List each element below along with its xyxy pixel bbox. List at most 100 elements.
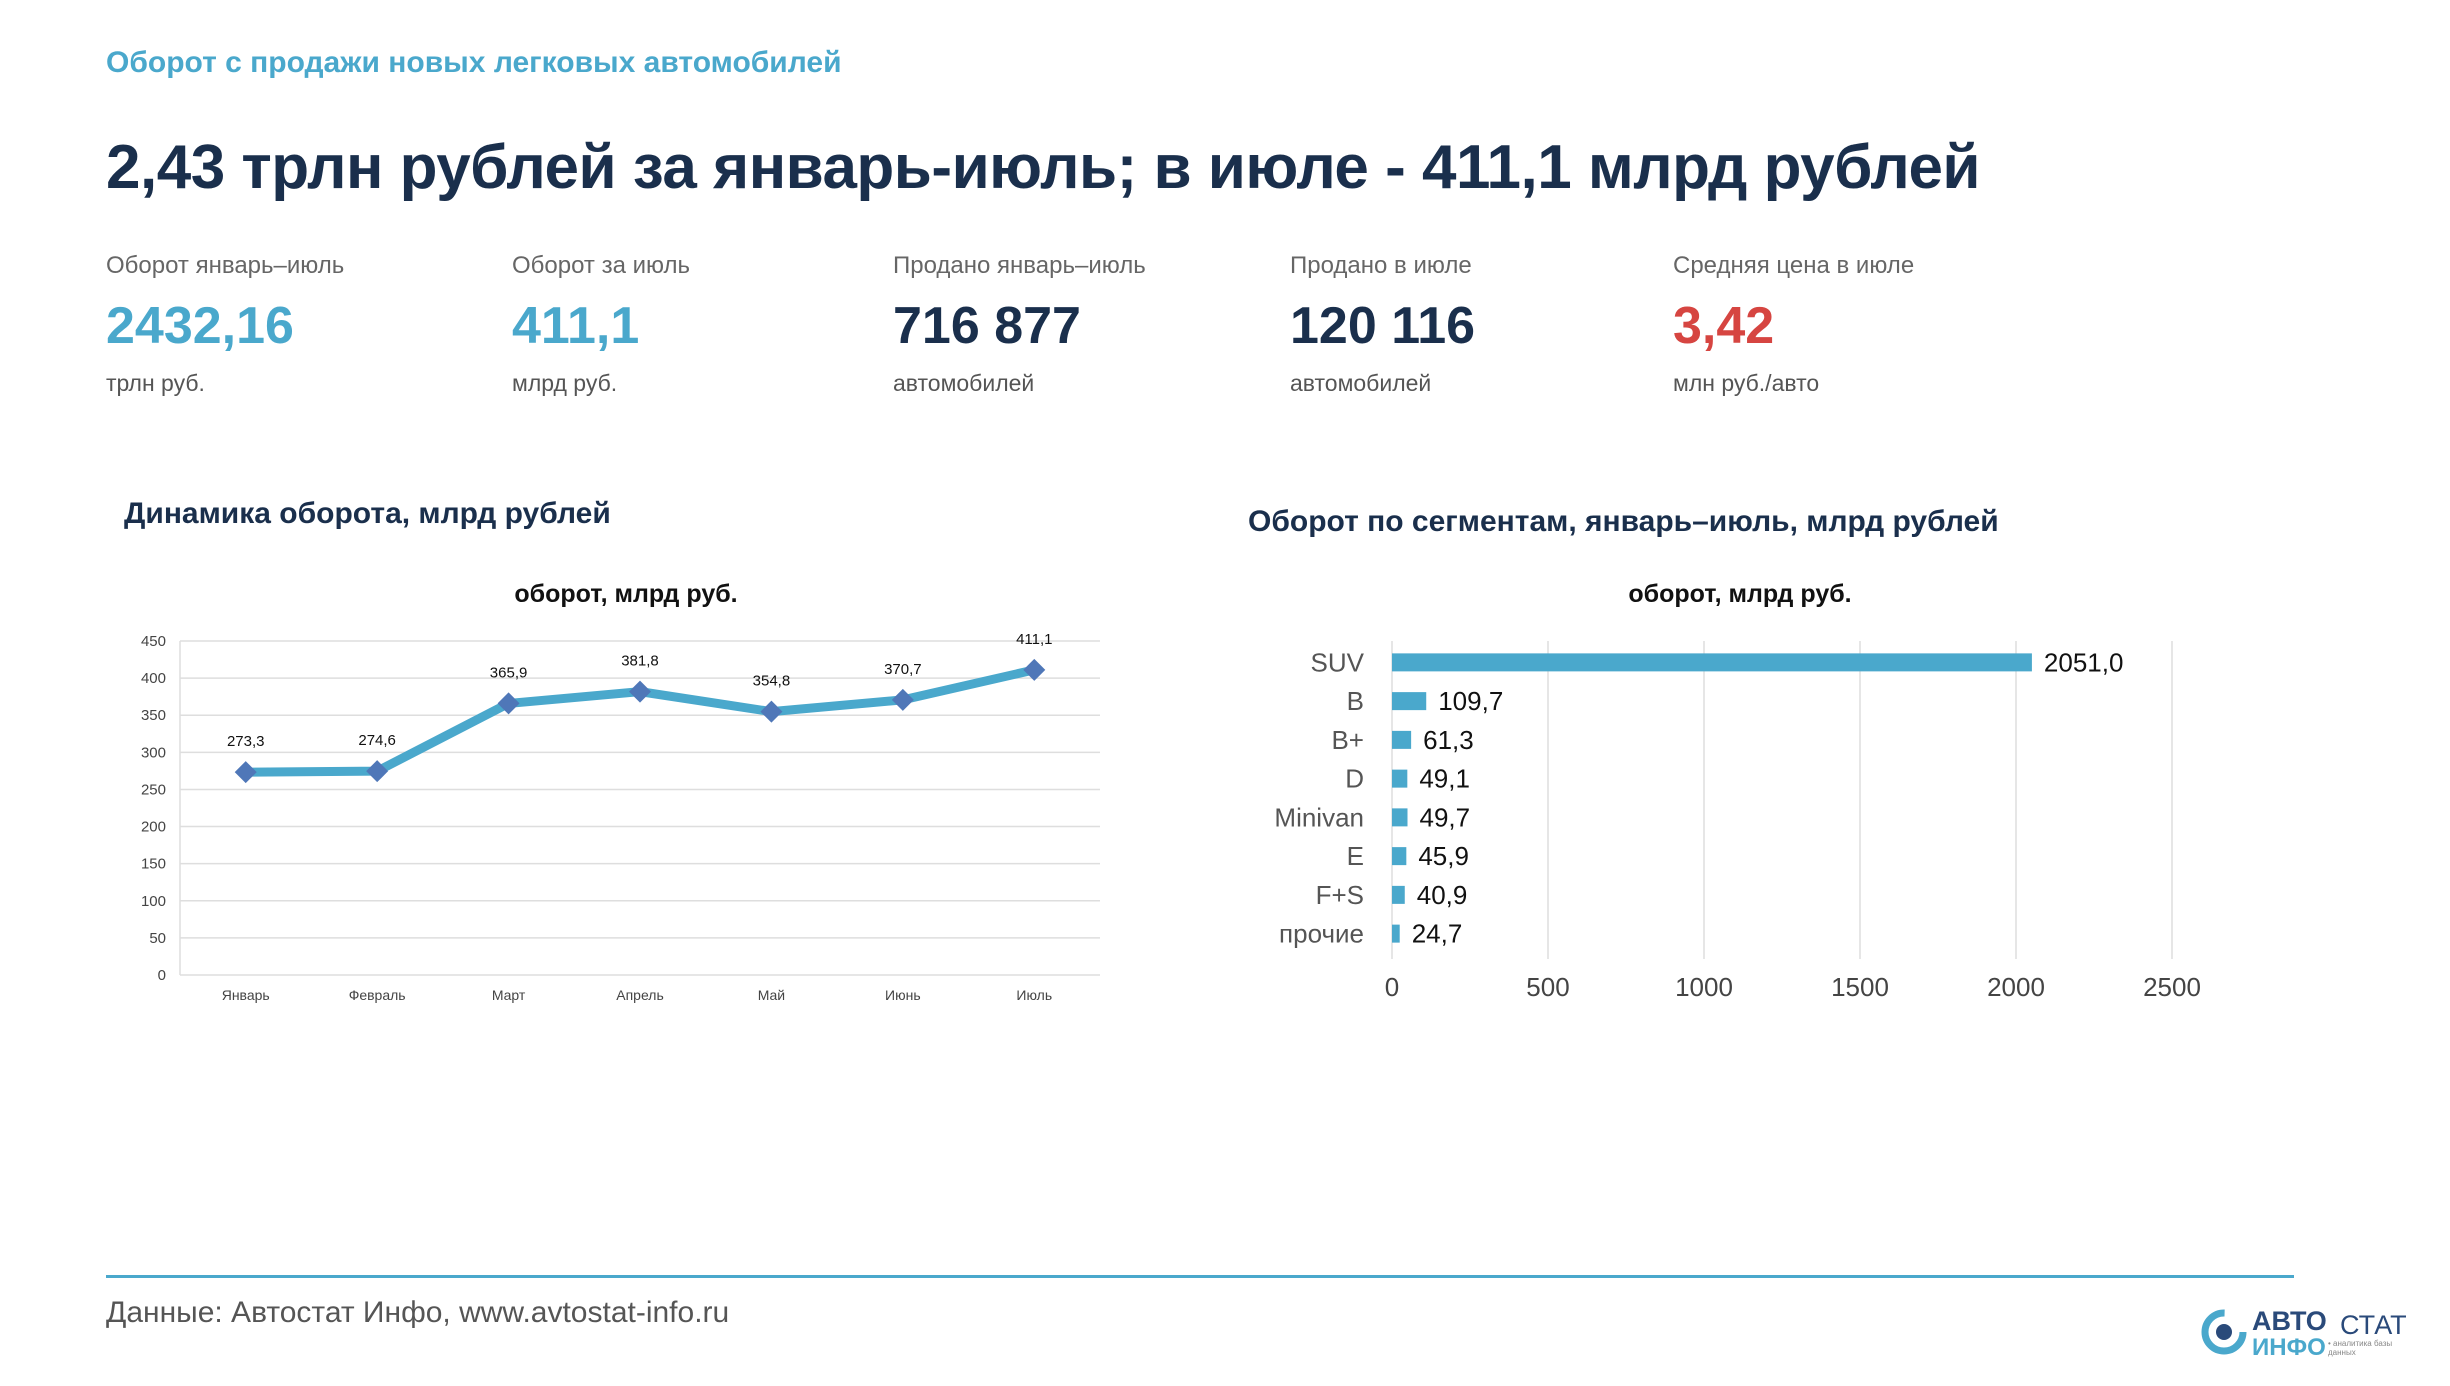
bar-chart-data-labels: 2051,0 109,7 61,3 49,1 49,7 45,9 40,9 24,7: [1412, 647, 2124, 948]
kpi-value: 2432,16: [106, 297, 294, 355]
data-label: 381,8: [621, 653, 659, 670]
bar-chart: SUV B B+ D Minivan E F+S прочие 2051,0 109,7 61,3…: [1274, 580, 2201, 1002]
line-chart-x-ticks: Январь Февраль Март Апрель Май Июнь Июль: [222, 987, 1052, 1003]
logo-word: АВТО: [2252, 1306, 2327, 1336]
logo-word: ИНФО: [2252, 1334, 2326, 1361]
category-label: B: [1347, 686, 1364, 716]
slide-headline: 2,43 трлн рублей за январь-июль; в июле …: [106, 133, 1981, 202]
y-tick-label: 200: [141, 819, 166, 836]
line-chart-data-labels: 273,3 274,6 365,9 381,8 354,8 370,7 411,1: [227, 631, 1053, 750]
x-tick-label: 1500: [1831, 972, 1889, 1002]
y-tick-label: 250: [141, 781, 166, 798]
kpi-sold-jan-jul: Продано январь–июль 716 877 автомобилей: [893, 252, 1146, 397]
data-point-marker: [234, 761, 257, 784]
x-tick-label: Июнь: [885, 987, 921, 1003]
data-label: 61,3: [1423, 725, 1474, 755]
kpi-label: Продано январь–июль: [893, 252, 1146, 279]
data-label: 370,7: [884, 661, 922, 678]
x-tick-label: 500: [1526, 972, 1569, 1002]
kpi-label: Оборот январь–июль: [106, 252, 345, 279]
category-label: F+S: [1316, 880, 1364, 910]
kpi-value: 716 877: [893, 297, 1081, 355]
kpi-sold-july: Продано в июле 120 116 автомобилей: [1290, 252, 1475, 397]
bar: [1392, 769, 1408, 788]
x-tick-label: 0: [1385, 972, 1399, 1002]
bar: [1392, 808, 1408, 827]
bar: [1392, 653, 2032, 672]
data-label: 24,7: [1412, 919, 1463, 949]
category-label: SUV: [1311, 647, 1365, 677]
kpi-unit: трлн руб.: [106, 370, 205, 396]
kpi-unit: млрд руб.: [512, 370, 618, 396]
data-point-marker: [629, 680, 651, 703]
data-point-marker: [497, 692, 520, 715]
data-label: 411,1: [1016, 631, 1052, 648]
data-label: 354,8: [753, 673, 791, 690]
bar-chart-bars: [1392, 653, 2032, 943]
data-label: 45,9: [1418, 841, 1469, 871]
data-point-marker: [891, 688, 914, 711]
logo-tagline: • аналитика базы данных: [2328, 1339, 2393, 1357]
data-label: 365,9: [490, 664, 528, 681]
x-tick-label: Май: [758, 987, 785, 1003]
y-tick-label: 300: [141, 744, 166, 761]
kpi-value: 3,42: [1673, 297, 1775, 355]
right-section-title: Оборот по сегментам, январь–июль, млрд р…: [1248, 505, 1999, 538]
bar: [1392, 847, 1407, 866]
kpi-unit: млн руб./авто: [1673, 370, 1820, 396]
data-label: 2051,0: [2044, 647, 2124, 677]
y-tick-label: 350: [141, 707, 166, 724]
y-tick-label: 450: [141, 633, 166, 650]
category-label: прочие: [1279, 919, 1364, 949]
category-label: B+: [1331, 725, 1364, 755]
data-label: 273,3: [227, 733, 265, 750]
y-tick-label: 400: [141, 670, 166, 687]
x-tick-label: 2500: [2143, 972, 2201, 1002]
kpi-value: 411,1: [512, 297, 640, 355]
avtostat-logo: АВТО СТАТ ИНФО • аналитика базы данных: [2200, 1302, 2407, 1362]
kpi-average-price-july: Средняя цена в июле 3,42 млн руб./авто: [1673, 252, 1914, 397]
data-label: 49,7: [1420, 802, 1471, 832]
bar: [1392, 730, 1412, 749]
slide-subtitle: Оборот с продажи новых легковых автомоби…: [106, 46, 842, 79]
y-tick-label: 150: [141, 856, 166, 873]
line-chart-grid: [179, 640, 1100, 976]
kpi-label: Оборот за июль: [512, 252, 690, 279]
data-point-marker: [366, 760, 389, 783]
line-chart-y-ticks: 0 50 100 150 200 250 300 350 400 450: [141, 633, 166, 984]
line-chart: 0 50 100 150 200 250 300 350 400 450 Январь Феврал…: [141, 580, 1100, 1003]
kpi-label: Продано в июле: [1290, 252, 1472, 279]
footer-divider: [106, 1275, 2294, 1278]
x-tick-label: Январь: [222, 987, 270, 1003]
source-note: Данные: Автостат Инфо, www.avtostat-info…: [106, 1296, 730, 1329]
x-tick-label: Март: [492, 987, 526, 1003]
bar: [1392, 692, 1427, 711]
logo-word: СТАТ: [2340, 1310, 2407, 1340]
y-tick-label: 0: [158, 967, 166, 984]
x-tick-label: Апрель: [616, 987, 664, 1003]
data-label: 274,6: [358, 732, 396, 749]
data-label: 49,1: [1419, 764, 1470, 794]
data-point-marker: [760, 700, 783, 723]
kpi-value: 120 116: [1290, 297, 1476, 355]
bar-chart-title: оборот, млрд руб.: [1628, 580, 1851, 608]
bar-chart-x-ticks: 0 500 1000 1500 2000 2500: [1385, 972, 2201, 1002]
x-tick-label: 2000: [1987, 972, 2045, 1002]
bar-chart-grid: [1391, 641, 2173, 959]
category-label: E: [1347, 841, 1364, 871]
x-tick-label: Июль: [1016, 987, 1052, 1003]
kpi-turnover-jan-jul: Оборот январь–июль 2432,16 трлн руб.: [106, 252, 344, 397]
kpi-turnover-july: Оборот за июль 411,1 млрд руб.: [512, 252, 690, 397]
y-tick-label: 100: [141, 893, 166, 910]
data-label: 109,7: [1438, 686, 1503, 716]
category-label: Minivan: [1274, 802, 1364, 832]
left-section-title: Динамика оборота, млрд рублей: [124, 497, 611, 530]
category-label: D: [1345, 764, 1364, 794]
kpi-unit: автомобилей: [893, 370, 1035, 396]
kpi-unit: автомобилей: [1290, 370, 1432, 396]
bar: [1392, 885, 1405, 904]
avtostat-logo-icon: [2201, 1309, 2247, 1355]
x-tick-label: Февраль: [349, 987, 406, 1003]
bar-chart-category-labels: SUV B B+ D Minivan E F+S прочие: [1274, 647, 1364, 948]
